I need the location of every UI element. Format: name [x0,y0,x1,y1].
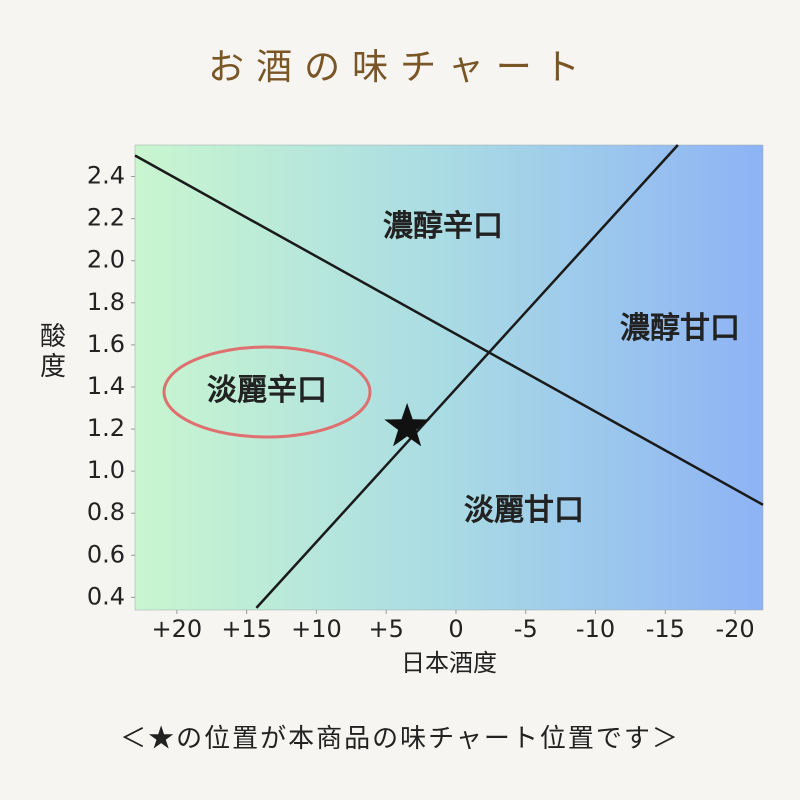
x-tick-label: +5 [369,615,404,643]
y-tick-label: 1.6 [87,330,125,358]
region-label: 濃醇甘口 [620,311,740,346]
plot-area [134,144,764,611]
region-label: 淡麗辛口 [207,373,327,408]
highlight-ellipse [162,345,372,439]
x-tick-label: -15 [646,615,685,643]
x-tick-label: -20 [715,615,754,643]
y-tick-label: 1.0 [87,456,125,484]
boundary-line [134,154,764,506]
y-tick-label: 1.2 [87,414,125,442]
product-marker [384,402,430,447]
x-axis-label: 日本酒度 [401,649,497,677]
x-tick-label: +20 [152,615,203,643]
boundary-line [255,144,679,609]
y-tick-label: 0.8 [87,498,125,526]
y-tick-label: 2.4 [87,162,125,190]
y-tick-label: 0.4 [87,582,125,610]
y-axis-label: 酸度 [36,322,66,382]
y-tick-label: 1.8 [87,288,125,316]
y-tick-label: 0.6 [87,540,125,568]
region-label: 濃醇辛口 [383,209,503,244]
x-tick-label: -10 [576,615,615,643]
x-tick-label: -5 [514,615,538,643]
y-tick-label: 2.2 [87,204,125,232]
footnote: ＜★の位置が本商品の味チャート位置です＞ [120,724,680,754]
y-tick-label: 1.4 [87,372,125,400]
x-tick-label: 0 [448,615,463,643]
region-label: 淡麗甘口 [464,493,584,528]
chart-title: お酒の味チャート [208,47,592,88]
x-tick-label: +15 [221,615,272,643]
x-tick-label: +10 [291,615,342,643]
y-tick-label: 2.0 [87,246,125,274]
